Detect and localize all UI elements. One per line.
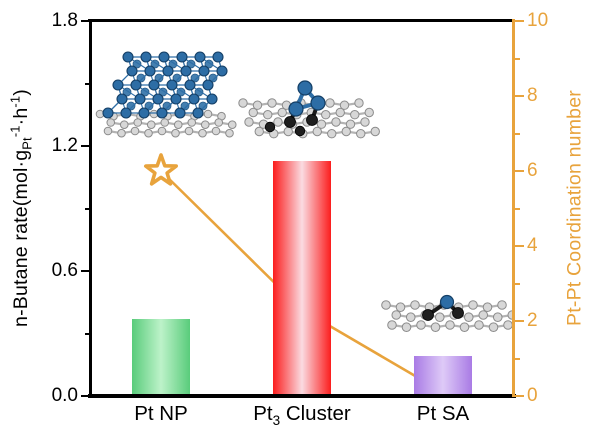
right-major-tick <box>515 94 524 98</box>
right-major-tick <box>515 319 524 323</box>
right-axis-title: Pt-Pt Coordination number <box>563 90 586 326</box>
left-tick-label: 0.0 <box>51 385 78 406</box>
x-label-text: Pt NP <box>134 402 188 425</box>
star-marker-pt-np <box>143 153 178 186</box>
right-minor-tick <box>515 282 520 285</box>
plot-area <box>90 21 513 396</box>
left-axis-title-text2: ·h <box>9 107 32 126</box>
left-tick-label: 0.6 <box>51 260 78 281</box>
right-minor-tick <box>515 57 520 60</box>
right-tick-label: 0 <box>527 385 538 406</box>
right-major-tick <box>515 19 524 23</box>
x-label-pt-sa: Pt SA <box>417 402 469 428</box>
x-label-sub: 3 <box>272 413 281 429</box>
x-label-text: Pt <box>253 402 273 425</box>
top-axis-spine <box>88 19 514 22</box>
right-major-tick <box>515 244 524 248</box>
left-minor-tick <box>85 332 90 335</box>
left-axis-title-sub: Pt <box>19 137 35 150</box>
molecular-structure-insets <box>95 51 513 333</box>
bar-pt-np <box>132 318 190 396</box>
left-major-tick <box>81 144 90 148</box>
right-axis-spine <box>512 19 515 397</box>
right-tick-label: 4 <box>527 235 538 256</box>
left-axis-title-sup2: -1 <box>7 95 23 108</box>
left-minor-tick <box>85 207 90 210</box>
left-axis-spine <box>88 19 92 397</box>
left-major-tick <box>81 269 90 273</box>
x-label-pt3-cluster: Pt3 Cluster <box>253 402 351 428</box>
left-tick-label: 1.2 <box>51 135 78 156</box>
left-major-tick <box>81 19 90 23</box>
left-major-tick <box>81 394 90 398</box>
left-axis-title-sup1: -1 <box>7 125 23 138</box>
bottom-axis-spine <box>88 394 516 398</box>
right-tick-label: 8 <box>527 85 538 106</box>
bar-pt-sa <box>414 356 472 396</box>
right-tick-label: 6 <box>527 160 538 181</box>
left-axis-title-text3: ) <box>9 89 32 96</box>
right-minor-tick <box>515 357 520 360</box>
right-tick-label: 10 <box>527 10 549 31</box>
right-major-tick <box>515 394 524 398</box>
left-axis-title-text: n-Butane rate(mol·g <box>9 149 32 327</box>
x-label-text: Pt SA <box>416 402 470 425</box>
bar-pt3-cluster <box>273 160 331 396</box>
right-tick-label: 2 <box>527 310 538 331</box>
x-label-pt-np: Pt NP <box>134 402 188 428</box>
x-label-text2: Cluster <box>280 402 351 425</box>
left-minor-tick <box>85 82 90 85</box>
left-axis-title: n-Butane rate(mol·gPt-1·h-1) <box>7 89 34 327</box>
right-minor-tick <box>515 132 520 135</box>
right-major-tick <box>515 169 524 173</box>
left-tick-label: 1.8 <box>51 10 78 31</box>
right-minor-tick <box>515 207 520 210</box>
